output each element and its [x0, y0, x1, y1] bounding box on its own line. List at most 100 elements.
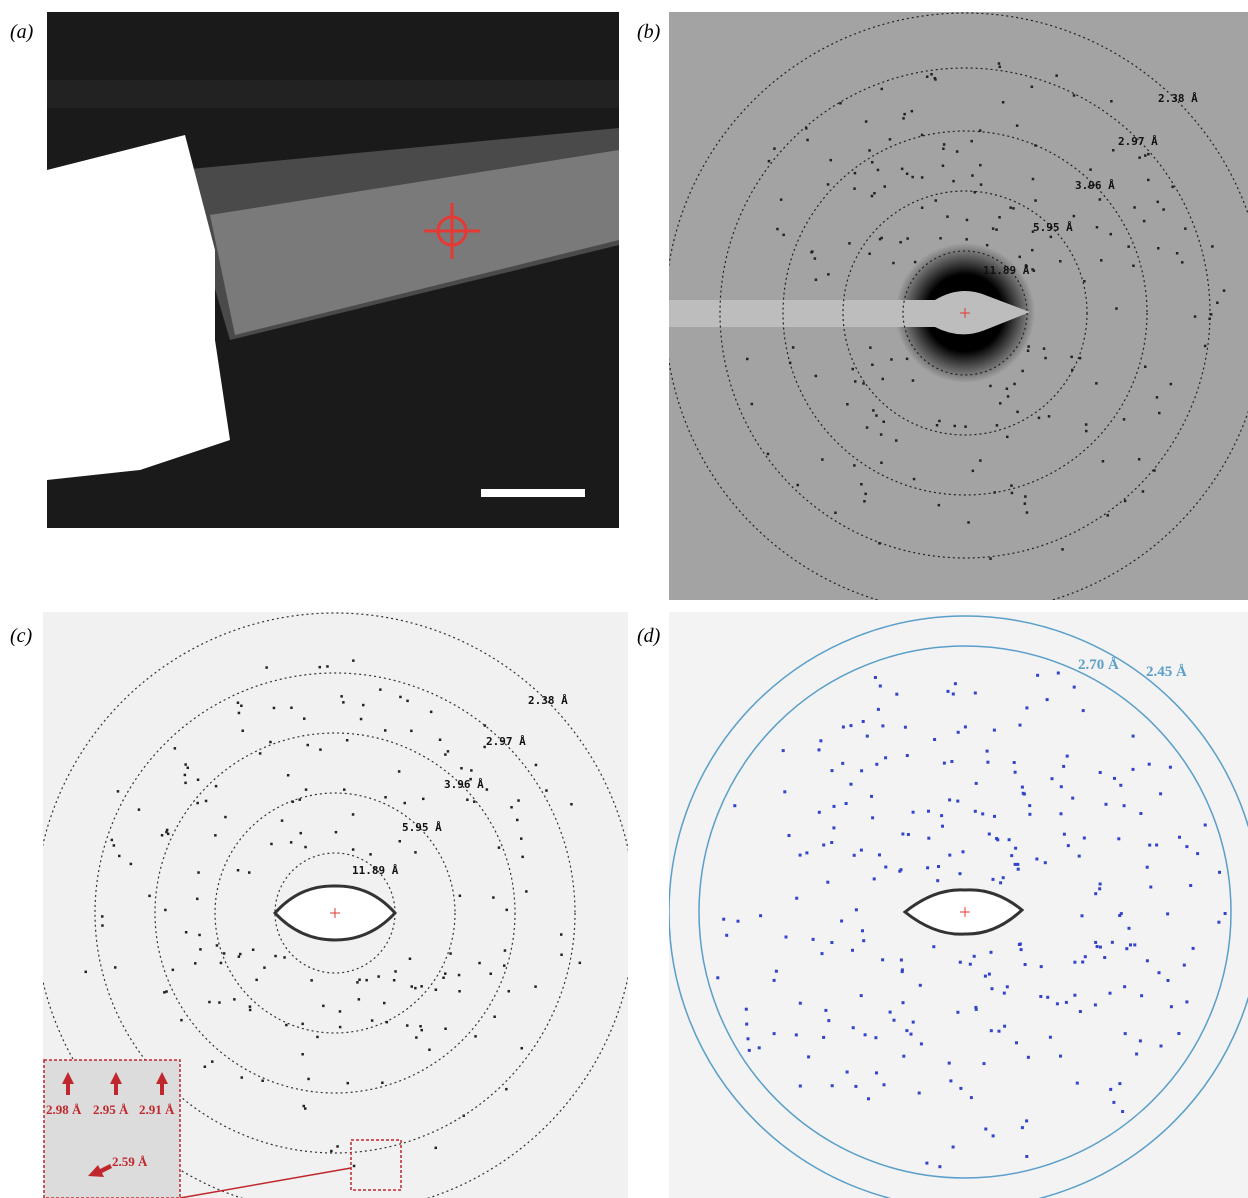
- spot: [942, 148, 945, 151]
- spot: [930, 73, 933, 76]
- spot: [406, 1024, 409, 1027]
- spot: [1148, 844, 1151, 847]
- spot: [737, 920, 740, 923]
- spot: [861, 929, 864, 932]
- spot: [111, 839, 114, 842]
- spot: [1124, 500, 1127, 503]
- spot: [901, 833, 904, 836]
- spot: [854, 172, 857, 175]
- spot: [1170, 1005, 1173, 1008]
- spot: [172, 969, 175, 972]
- spot: [237, 702, 240, 705]
- spot: [196, 898, 199, 901]
- spot: [381, 1082, 384, 1085]
- spot: [848, 242, 851, 245]
- spot: [444, 753, 447, 756]
- spot: [1120, 912, 1123, 915]
- spot: [300, 832, 303, 835]
- spot: [747, 1037, 750, 1040]
- spot: [1149, 886, 1152, 889]
- spot: [1089, 168, 1092, 171]
- spot: [998, 1030, 1001, 1033]
- spot: [959, 1087, 962, 1090]
- spot: [901, 168, 904, 171]
- spot: [927, 837, 930, 840]
- spot: [118, 855, 121, 858]
- spot: [746, 358, 749, 361]
- spot: [165, 831, 168, 834]
- spot: [1066, 755, 1069, 758]
- spot: [223, 952, 226, 955]
- spot: [875, 1071, 878, 1074]
- spot: [941, 825, 944, 828]
- spot: [362, 704, 365, 707]
- panel-d: [669, 612, 1248, 1198]
- spot: [259, 752, 262, 755]
- spot: [948, 854, 951, 857]
- spot: [435, 989, 438, 992]
- spot: [1014, 771, 1017, 774]
- spot: [1216, 302, 1219, 305]
- spot: [862, 939, 865, 942]
- spot: [865, 120, 868, 123]
- spot: [1021, 370, 1024, 373]
- spot: [1119, 784, 1122, 787]
- spot: [871, 816, 874, 819]
- spot: [1192, 947, 1195, 950]
- spot: [1129, 943, 1132, 946]
- spot: [920, 1042, 923, 1045]
- spot: [1107, 514, 1110, 517]
- spot: [506, 909, 509, 912]
- panel-label: (a): [10, 21, 34, 43]
- ring-label: 2.38 Å: [528, 694, 568, 707]
- spot: [890, 358, 893, 361]
- spot: [1099, 946, 1102, 949]
- spot: [525, 890, 528, 893]
- spot: [204, 1066, 207, 1069]
- spot: [1125, 947, 1128, 950]
- spot: [1127, 245, 1130, 248]
- spot: [938, 420, 941, 423]
- spot: [394, 970, 397, 973]
- spot: [369, 853, 372, 856]
- spot: [1158, 412, 1161, 415]
- spot: [1170, 383, 1173, 386]
- figure: (a) (b) (c) (d) 2.38 Å 2.97 Å 3.96 Å 5.9…: [0, 0, 1248, 1198]
- spot: [911, 110, 914, 113]
- spot: [967, 521, 970, 524]
- spot: [1050, 236, 1053, 239]
- spot: [1085, 430, 1088, 433]
- spot: [1031, 268, 1034, 271]
- spot: [1016, 863, 1019, 866]
- spot: [322, 1005, 325, 1008]
- spot: [986, 750, 989, 753]
- spot: [964, 425, 967, 428]
- spot: [419, 1025, 422, 1028]
- spot: [881, 88, 884, 91]
- spot: [892, 262, 895, 265]
- spot: [913, 478, 916, 481]
- spot: [852, 1026, 855, 1029]
- spot: [383, 1002, 386, 1005]
- spot: [340, 695, 343, 698]
- spot: [1026, 511, 1029, 514]
- spot: [831, 1084, 834, 1087]
- spot: [1024, 963, 1027, 966]
- spot: [114, 966, 117, 969]
- spot: [999, 66, 1002, 69]
- spot: [1224, 912, 1227, 915]
- spot: [1110, 100, 1113, 103]
- spot: [918, 1092, 921, 1095]
- spot: [842, 726, 845, 729]
- spot: [775, 970, 778, 973]
- spot: [906, 237, 909, 240]
- spot: [1014, 863, 1017, 866]
- spot: [406, 700, 409, 703]
- spot: [1094, 1003, 1097, 1006]
- spot: [478, 962, 481, 965]
- spot: [853, 464, 856, 467]
- spot: [895, 693, 898, 696]
- spot: [399, 696, 402, 699]
- spot: [921, 207, 924, 210]
- spot: [873, 877, 876, 880]
